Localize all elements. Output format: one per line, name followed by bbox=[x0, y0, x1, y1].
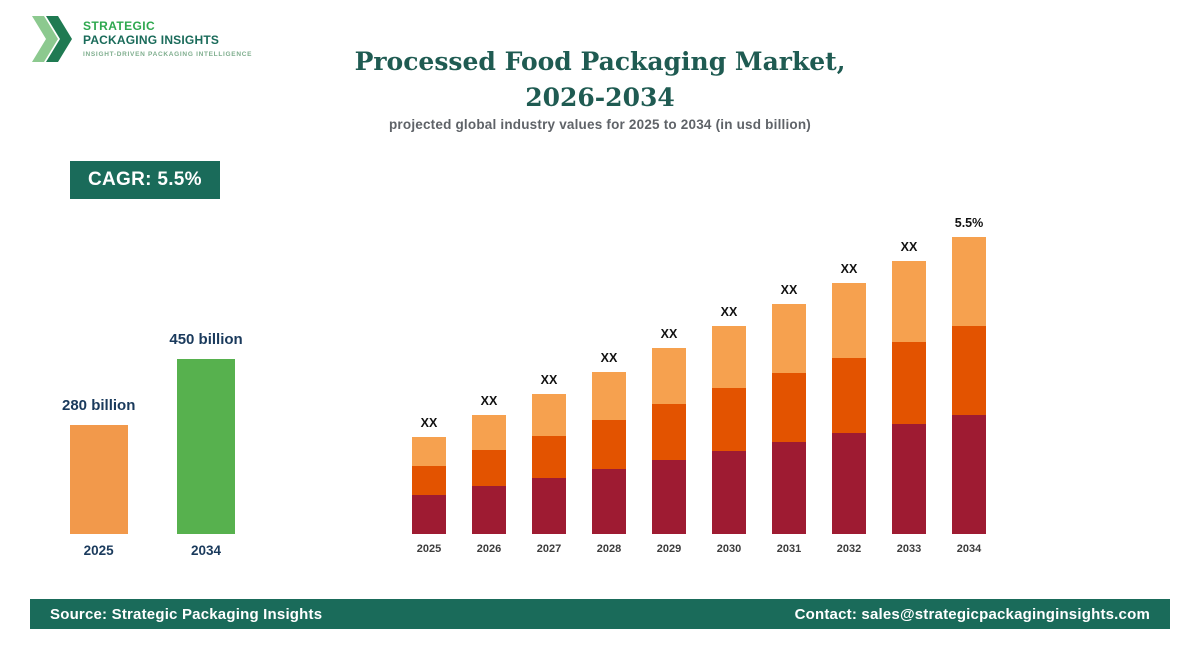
bar-segment-tier-1-bottom bbox=[952, 415, 986, 534]
title-line1: Processed Food Packaging Market, bbox=[354, 47, 846, 76]
bar-value-label: XX bbox=[720, 305, 738, 319]
bar-segment-tier-2-middle bbox=[472, 450, 506, 486]
main-chart-bars: XX 2025 XX 2026 XX 2027 XX 2028 XX 2029 XX 2030 XX 20… bbox=[412, 216, 986, 555]
bar-segment-tier-3-top bbox=[952, 237, 986, 326]
stacked-bar-group: XX 2026 bbox=[472, 394, 506, 555]
bar-segment-tier-2-middle bbox=[892, 342, 926, 424]
bar-category-label: 2034 bbox=[956, 543, 982, 555]
bar-segment-tier-3-top bbox=[532, 394, 566, 436]
bar-value-label: XX bbox=[780, 283, 798, 297]
bar-value-label: XX bbox=[660, 327, 678, 341]
stacked-bar-group: 5.5% 2034 bbox=[952, 216, 986, 555]
bar-segment-tier-3-top bbox=[772, 304, 806, 373]
bar-segment-tier-3-top bbox=[892, 261, 926, 342]
bar-category-label: 2029 bbox=[656, 543, 682, 555]
title-line2: 2026-2034 bbox=[525, 83, 675, 112]
bar-segment-tier-2-middle bbox=[952, 326, 986, 415]
bar-segment-tier-3-top bbox=[652, 348, 686, 404]
summary-bar bbox=[69, 425, 128, 534]
logo-line1: STRATEGIC bbox=[83, 19, 156, 34]
summary-category-label: 2025 bbox=[83, 543, 114, 558]
bar-value-label: XX bbox=[600, 351, 618, 365]
bar-segment-tier-1-bottom bbox=[412, 495, 446, 534]
summary-category-label: 2034 bbox=[191, 543, 222, 558]
bar-segment-tier-3-top bbox=[592, 372, 626, 420]
bar-segment-tier-3-top bbox=[832, 283, 866, 358]
bar-segment-tier-1-bottom bbox=[772, 442, 806, 534]
bar-value-label: XX bbox=[840, 262, 858, 276]
bar-value-label: XX bbox=[480, 394, 498, 408]
bar-category-label: 2030 bbox=[716, 543, 742, 555]
bar-segment-tier-1-bottom bbox=[892, 424, 926, 534]
logo-tagline: INSIGHT-DRIVEN PACKAGING INTELLIGENCE bbox=[83, 51, 253, 59]
bar-segment-tier-1-bottom bbox=[712, 451, 746, 534]
bar-segment-tier-2-middle bbox=[712, 388, 746, 451]
bar-segment-tier-3-top bbox=[412, 437, 446, 466]
bar-segment-tier-2-middle bbox=[832, 358, 866, 433]
logo-line2: PACKAGING INSIGHTS bbox=[83, 33, 220, 48]
stacked-bar-group: XX 2025 bbox=[412, 416, 446, 555]
bar-segment-tier-2-middle bbox=[772, 373, 806, 442]
summary-value-label: 280 billion bbox=[62, 397, 136, 414]
main-chart: XX 2025 XX 2026 XX 2027 XX 2028 XX 2029 XX 2030 XX 20… bbox=[412, 216, 986, 555]
summary-bar-group: 280 billion 2025 bbox=[62, 397, 135, 558]
bar-segment-tier-2-middle bbox=[532, 436, 566, 478]
bar-value-label: XX bbox=[900, 240, 918, 254]
stacked-bar-group: XX 2033 bbox=[892, 240, 926, 555]
page-subtitle: projected global industry values for 202… bbox=[388, 117, 812, 132]
stacked-bar-group: XX 2032 bbox=[832, 262, 866, 555]
footer-contact: Contact: sales@strategicpackaginginsight… bbox=[794, 605, 1150, 623]
summary-bar-group: 450 billion 2034 bbox=[169, 331, 242, 558]
bar-category-label: 2025 bbox=[416, 543, 442, 555]
bar-category-label: 2032 bbox=[836, 543, 862, 555]
bar-segment-tier-1-bottom bbox=[832, 433, 866, 534]
bar-segment-tier-2-middle bbox=[652, 404, 686, 460]
bar-value-label: XX bbox=[420, 416, 438, 430]
bar-segment-tier-1-bottom bbox=[472, 486, 506, 534]
bar-category-label: 2028 bbox=[596, 543, 622, 555]
bar-segment-tier-2-middle bbox=[412, 466, 446, 495]
logo: STRATEGIC PACKAGING INSIGHTS INSIGHT-DRI… bbox=[30, 14, 252, 64]
summary-value-label: 450 billion bbox=[169, 331, 243, 348]
stacked-bar-group: XX 2031 bbox=[772, 283, 806, 555]
summary-chart: 280 billion 2025 450 billion 2034 bbox=[62, 331, 243, 558]
bar-segment-tier-1-bottom bbox=[652, 460, 686, 534]
summary-chart-bars: 280 billion 2025 450 billion 2034 bbox=[62, 331, 243, 558]
bar-segment-tier-3-top bbox=[472, 415, 506, 450]
bar-value-label: XX bbox=[540, 373, 558, 387]
bar-value-label: 5.5% bbox=[954, 216, 984, 230]
bar-category-label: 2027 bbox=[536, 543, 562, 555]
stacked-bar-group: XX 2027 bbox=[532, 373, 566, 555]
bar-category-label: 2031 bbox=[776, 543, 802, 555]
bar-segment-tier-1-bottom bbox=[532, 478, 566, 534]
page-title: Processed Food Packaging Market, 2026-20… bbox=[0, 44, 1200, 116]
bar-category-label: 2033 bbox=[896, 543, 922, 555]
footer-bar: Source: Strategic Packaging Insights Con… bbox=[30, 599, 1170, 629]
stacked-bar-group: XX 2029 bbox=[652, 327, 686, 555]
bar-segment-tier-3-top bbox=[712, 326, 746, 388]
cagr-badge: CAGR: 5.5% bbox=[70, 161, 220, 199]
bar-segment-tier-1-bottom bbox=[592, 469, 626, 534]
summary-bar bbox=[177, 359, 236, 534]
logo-chevron-icon bbox=[32, 16, 72, 62]
stacked-bar-group: XX 2028 bbox=[592, 351, 626, 555]
footer-source: Source: Strategic Packaging Insights bbox=[50, 605, 323, 623]
logo-text: STRATEGIC PACKAGING INSIGHTS INSIGHT-DRI… bbox=[83, 19, 252, 59]
bar-category-label: 2026 bbox=[476, 543, 502, 555]
stacked-bar-group: XX 2030 bbox=[712, 305, 746, 555]
bar-segment-tier-2-middle bbox=[592, 420, 626, 469]
